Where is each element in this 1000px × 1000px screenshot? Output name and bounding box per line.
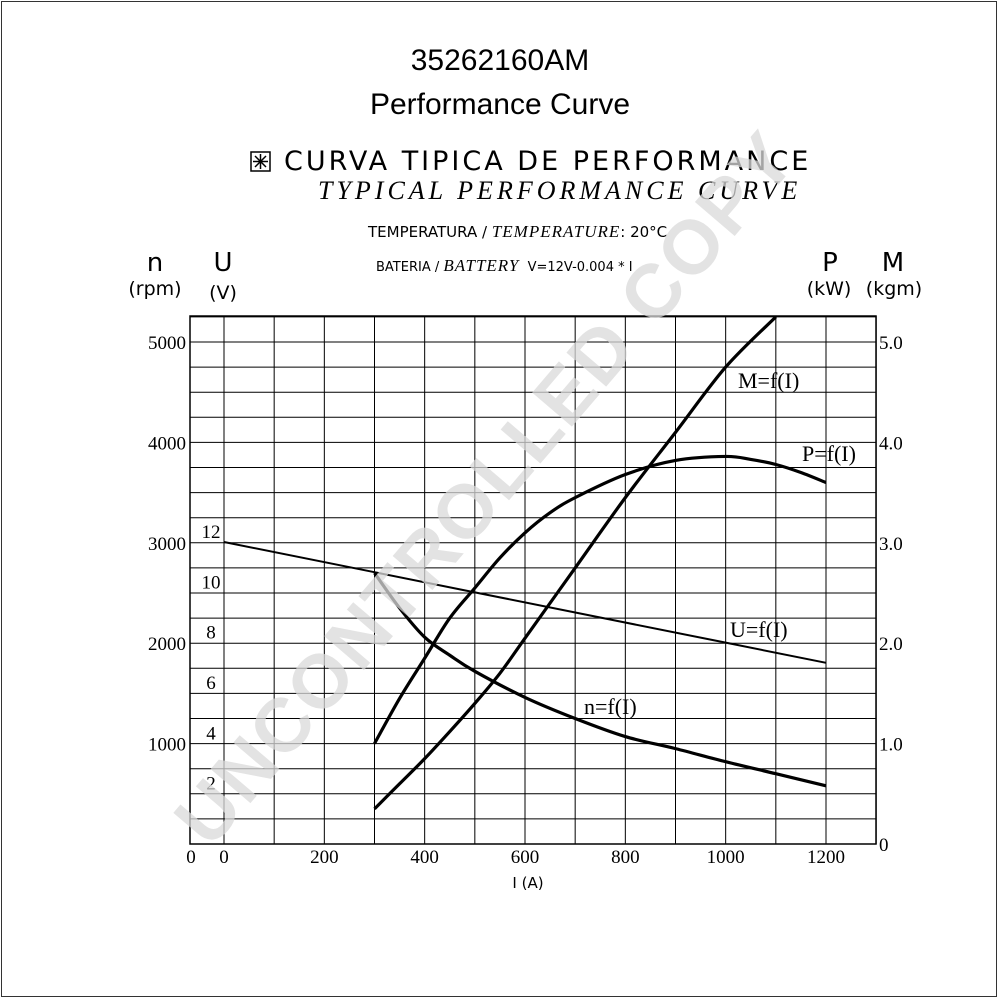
rpm-tick-label: 5000 [148,333,186,354]
asterisk-box-icon [250,151,271,172]
p-axis-symbol: P [822,248,838,278]
volt-tick-label: 6 [206,673,216,694]
series-line [373,454,827,745]
series-label: n=f(I) [584,694,637,719]
part-number-title: 35262160AM [410,44,590,77]
m-axis-unit: (kgm) [865,278,923,300]
x-tick-label: 0 [219,847,229,868]
right-axis-tick-label: 3.0 [879,534,903,555]
u-axis-symbol: U [213,248,233,278]
right-axis-tick-label: 2.0 [879,634,903,655]
battery-label-en: BATTERY [443,256,520,275]
x-axis-label: I (A) [512,874,543,892]
series-line [373,315,777,810]
volt-tick-label: 8 [206,623,216,644]
rpm-tick-label: 2000 [148,634,186,655]
spanish-title: CURVA TIPICA DE PERFORMANCE [284,146,812,177]
series-line [373,571,827,788]
volt-tick-label: 12 [202,522,221,543]
temperature-line: TEMPERATURA / TEMPERATURE: 20°C [368,222,667,242]
series-label: U=f(I) [730,617,788,642]
x-tick-label: 1000 [707,847,745,868]
battery-line: BATERIA / BATTERY V=12V-0.004 * I [376,256,633,276]
volt-tick-label: 2 [206,774,216,795]
right-axis-tick-label: 0 [879,835,889,856]
m-axis-symbol: M [881,248,905,278]
right-axis-tick-label: 4.0 [879,433,903,454]
p-axis-unit: (kW) [806,278,852,300]
u-axis-unit: (V) [209,282,237,304]
x-tick-label: 1200 [807,847,845,868]
english-title: TYPICAL PERFORMANCE CURVE [318,176,802,205]
rpm-zero-label: 0 [186,847,196,868]
n-axis-symbol: n [146,248,164,278]
rpm-tick-label: 3000 [148,534,186,555]
right-axis-tick-label: 1.0 [879,735,903,756]
battery-formula: V=12V-0.004 * I [527,260,633,275]
rpm-tick-label: 4000 [148,433,186,454]
series-label: M=f(I) [738,368,799,393]
rpm-tick-label: 1000 [148,735,186,756]
x-tick-label: 600 [511,847,540,868]
volt-tick-label: 4 [206,723,216,744]
x-tick-label: 200 [310,847,339,868]
n-axis-unit: (rpm) [128,278,182,300]
right-axis-tick-label: 5.0 [879,333,903,354]
plot-frame [189,315,877,845]
volt-tick-label: 10 [202,572,221,593]
battery-label-es: BATERIA / [376,260,440,275]
temperature-value: : 20°C [620,223,668,241]
x-tick-label: 800 [611,847,640,868]
temperature-label-es: TEMPERATURA / [368,223,488,241]
x-tick-label: 400 [410,847,439,868]
temperature-label-en: TEMPERATURE [491,222,621,241]
series-label: P=f(I) [802,441,856,466]
performance-curve-subtitle: Performance Curve [369,88,631,121]
series-line [223,541,827,664]
